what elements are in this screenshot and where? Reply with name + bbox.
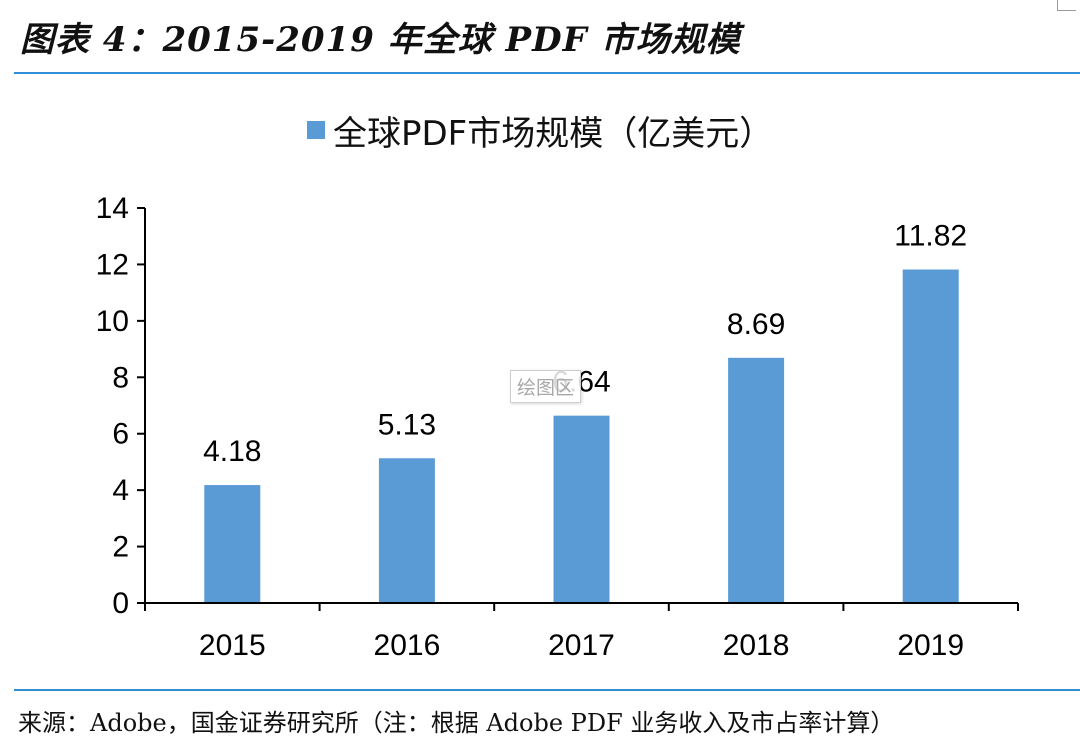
bar	[553, 415, 610, 603]
y-tick-label: 10	[96, 305, 129, 338]
title-divider	[14, 72, 1080, 74]
y-tick-label: 2	[112, 531, 129, 564]
figure-title: 图表 4：2015-2019 年全球 PDF 市场规模	[20, 20, 741, 60]
corner-mark	[1057, 0, 1076, 11]
plot-area-watermark: 绘图区	[510, 370, 582, 403]
bar	[204, 485, 261, 603]
legend-label: 全球PDF市场规模（亿美元）	[333, 113, 774, 154]
data-label: 11.82	[894, 220, 967, 253]
y-tick-label: 6	[112, 418, 129, 451]
y-tick-label: 8	[112, 361, 129, 394]
y-tick-label: 14	[96, 192, 129, 225]
y-tick-label: 4	[112, 474, 129, 507]
bar	[902, 269, 959, 603]
bar	[378, 458, 435, 603]
source-divider	[14, 689, 1080, 691]
y-tick-label: 12	[96, 248, 129, 281]
data-label: 8.69	[727, 308, 785, 341]
bar	[728, 357, 785, 603]
x-tick-label: 2017	[548, 629, 615, 662]
data-label: 5.13	[378, 408, 436, 441]
x-tick-label: 2018	[723, 629, 790, 662]
x-tick-label: 2015	[199, 629, 266, 662]
x-tick-label: 2016	[374, 629, 441, 662]
source-note: 来源：Adobe，国金证券研究所（注：根据 Adobe PDF 业务收入及市占率…	[18, 709, 895, 737]
x-tick-label: 2019	[897, 629, 964, 662]
y-tick-label: 0	[112, 587, 129, 620]
data-label: 4.18	[203, 435, 261, 468]
legend-swatch	[307, 121, 325, 139]
chart-legend: 全球PDF市场规模（亿美元）	[307, 110, 773, 154]
